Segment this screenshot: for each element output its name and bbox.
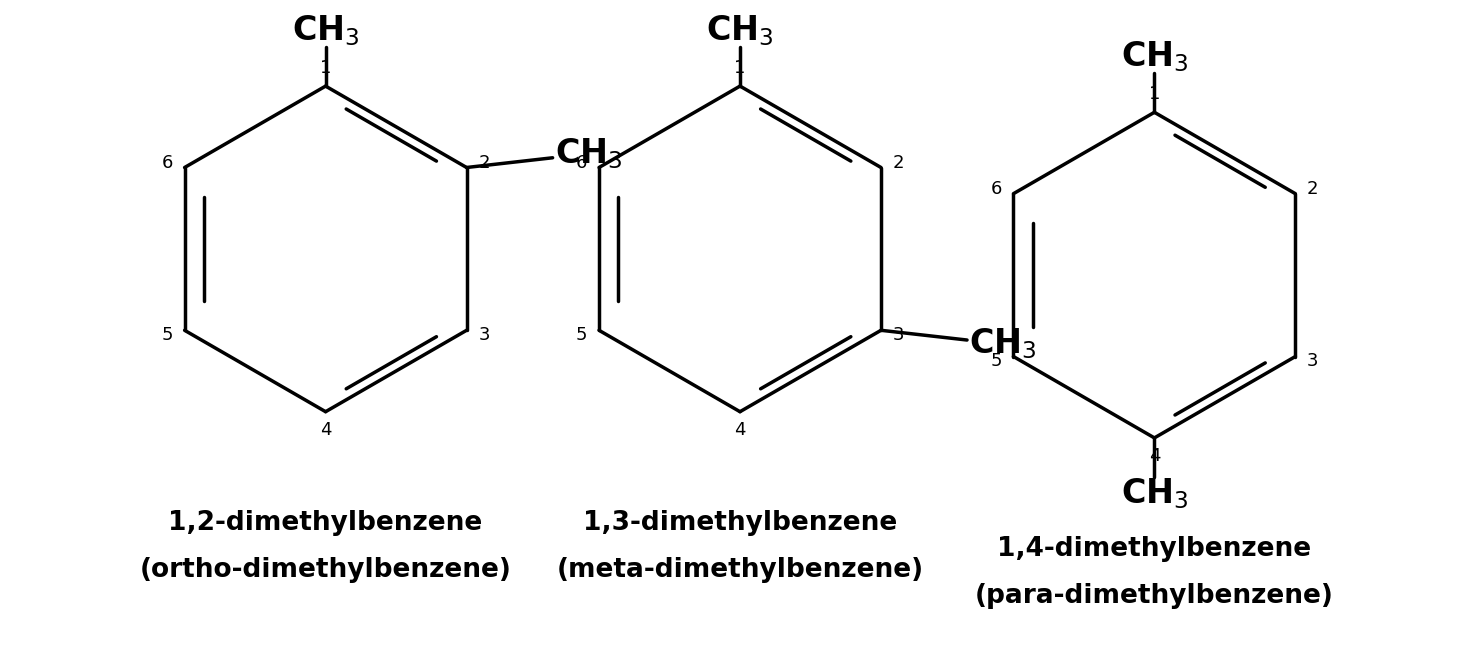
Text: 1,4-dimethylbenzene: 1,4-dimethylbenzene xyxy=(998,536,1311,562)
Text: 5: 5 xyxy=(161,326,173,344)
Text: CH$_3$: CH$_3$ xyxy=(292,13,360,48)
Text: 3: 3 xyxy=(892,326,904,344)
Text: 2: 2 xyxy=(478,154,490,172)
Text: (para-dimethylbenzene): (para-dimethylbenzene) xyxy=(975,584,1333,609)
Text: 3: 3 xyxy=(478,326,490,344)
Text: CH$_3$: CH$_3$ xyxy=(1120,39,1188,74)
Text: 4: 4 xyxy=(320,421,332,439)
Text: 4: 4 xyxy=(1148,447,1160,465)
Text: 1,2-dimethylbenzene: 1,2-dimethylbenzene xyxy=(169,510,482,536)
Text: 6: 6 xyxy=(990,180,1002,198)
Text: CH$_3$: CH$_3$ xyxy=(555,136,622,171)
Text: 5: 5 xyxy=(576,326,588,344)
Text: 6: 6 xyxy=(161,154,173,172)
Text: 3: 3 xyxy=(1307,352,1319,370)
Text: 5: 5 xyxy=(990,352,1002,370)
Text: CH$_3$: CH$_3$ xyxy=(1120,476,1188,511)
Text: 6: 6 xyxy=(576,154,588,172)
Text: CH$_3$: CH$_3$ xyxy=(706,13,774,48)
Text: 2: 2 xyxy=(892,154,904,172)
Text: (meta-dimethylbenzene): (meta-dimethylbenzene) xyxy=(556,557,924,583)
Text: (ortho-dimethylbenzene): (ortho-dimethylbenzene) xyxy=(139,557,512,583)
Text: 4: 4 xyxy=(734,421,746,439)
Text: CH$_3$: CH$_3$ xyxy=(969,327,1036,362)
Text: 1: 1 xyxy=(734,59,746,77)
Text: 1: 1 xyxy=(320,59,332,77)
Text: 2: 2 xyxy=(1307,180,1319,198)
Text: 1: 1 xyxy=(1148,85,1160,103)
Text: 1,3-dimethylbenzene: 1,3-dimethylbenzene xyxy=(583,510,897,536)
